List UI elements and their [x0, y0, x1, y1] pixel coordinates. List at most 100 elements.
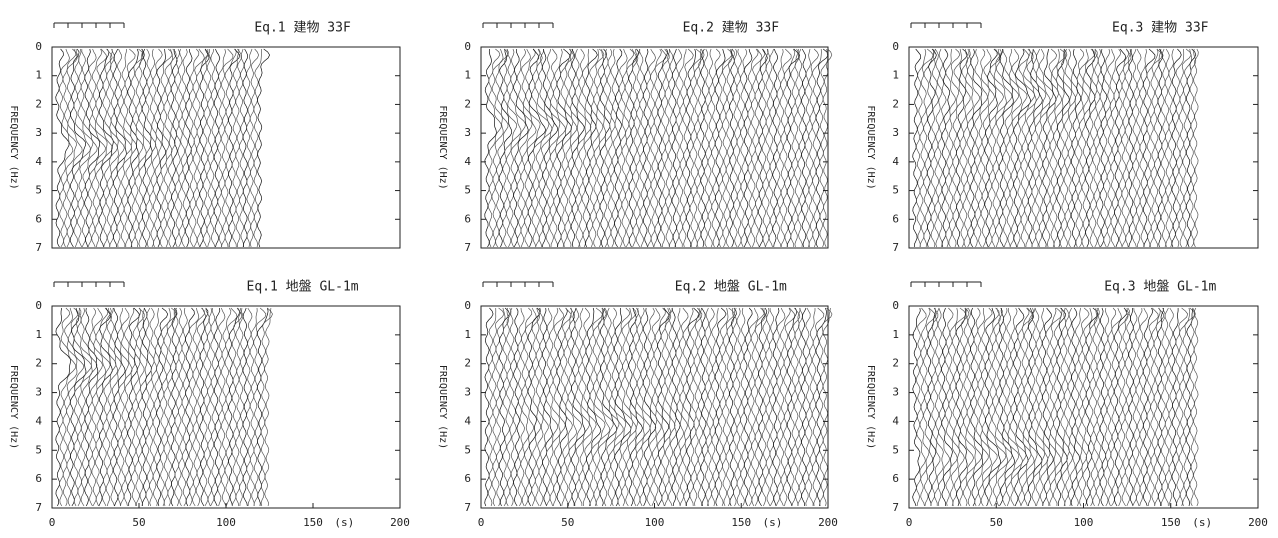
y-tick-label: 7	[35, 241, 42, 254]
y-tick-label: 6	[892, 472, 899, 485]
trace	[1149, 48, 1163, 248]
trace	[567, 307, 583, 507]
trace	[1013, 48, 1031, 248]
x-tick-label: 200	[1248, 516, 1268, 529]
trace	[632, 49, 639, 248]
trace	[631, 307, 645, 507]
trace	[955, 48, 968, 248]
trace	[797, 307, 803, 507]
trace	[768, 307, 775, 507]
trace	[1005, 48, 1022, 248]
x-tick-label: 0	[906, 516, 913, 529]
trace	[1009, 307, 1027, 507]
trace	[1121, 48, 1132, 248]
trace	[621, 307, 637, 507]
trace	[257, 307, 269, 507]
trace	[1113, 307, 1128, 507]
trace	[944, 307, 958, 507]
trace	[487, 307, 497, 507]
trace	[711, 48, 721, 248]
y-tick-label: 6	[464, 212, 471, 225]
trace	[1041, 307, 1054, 507]
trace	[1128, 48, 1134, 248]
trace	[739, 307, 746, 507]
trace	[736, 48, 742, 248]
trace	[563, 307, 577, 507]
traces	[55, 48, 271, 248]
trace	[123, 307, 136, 507]
y-tick-label: 7	[892, 501, 899, 514]
trace	[102, 307, 117, 507]
trace	[77, 48, 94, 248]
trace	[563, 48, 578, 248]
trace	[624, 48, 637, 248]
traces	[912, 307, 1199, 507]
trace	[977, 307, 992, 507]
trace	[113, 48, 127, 248]
trace	[62, 307, 78, 507]
y-tick-label: 6	[464, 472, 471, 485]
trace	[801, 48, 807, 248]
trace	[786, 48, 800, 248]
trace	[577, 48, 592, 248]
y-tick-label: 3	[892, 386, 899, 399]
y-axis-label: FREQUENCY (Hz)	[8, 105, 19, 189]
trace	[754, 48, 766, 248]
y-axis-label: FREQUENCY (Hz)	[437, 105, 448, 189]
trace	[952, 48, 964, 248]
trace	[1085, 307, 1099, 507]
trace	[1128, 307, 1134, 507]
trace	[657, 307, 670, 507]
trace	[617, 48, 628, 248]
x-tick-label: 200	[818, 516, 838, 529]
trace	[202, 307, 210, 507]
y-tick-label: 4	[35, 155, 42, 168]
trace	[556, 307, 568, 507]
trace	[1038, 48, 1054, 248]
trace	[246, 307, 253, 507]
trace	[1186, 48, 1197, 248]
trace	[754, 307, 766, 507]
trace	[973, 307, 989, 507]
trace	[174, 307, 180, 507]
trace	[599, 48, 611, 248]
y-tick-label: 6	[892, 212, 899, 225]
y-tick-label: 3	[464, 386, 471, 399]
trace	[195, 307, 207, 507]
trace	[819, 307, 833, 507]
trace	[1035, 48, 1051, 248]
trace	[790, 307, 801, 507]
trace	[628, 48, 639, 248]
trace	[220, 48, 234, 248]
trace	[1189, 307, 1196, 507]
trace	[732, 307, 738, 507]
trace	[260, 307, 273, 507]
trace	[109, 48, 125, 248]
trace	[757, 48, 768, 248]
trace	[1052, 48, 1067, 248]
trace	[1110, 48, 1121, 248]
trace	[808, 308, 816, 507]
trace	[916, 48, 927, 248]
trace	[984, 307, 1001, 507]
plot-frame	[480, 46, 829, 249]
trace	[145, 48, 157, 248]
trace	[62, 48, 77, 248]
trace	[552, 48, 568, 248]
trace	[1171, 48, 1182, 248]
trace	[793, 307, 801, 507]
trace	[966, 48, 980, 248]
trace	[1153, 48, 1162, 248]
x-axis-label: (s)	[763, 516, 783, 529]
trace	[1049, 48, 1063, 248]
trace	[617, 307, 634, 507]
trace	[516, 48, 533, 248]
trace	[926, 48, 937, 248]
trace	[599, 307, 618, 507]
trace	[1185, 307, 1194, 507]
trace	[775, 48, 784, 248]
trace	[703, 48, 710, 248]
trace	[134, 307, 145, 506]
trace	[944, 48, 956, 248]
trace	[253, 48, 262, 248]
